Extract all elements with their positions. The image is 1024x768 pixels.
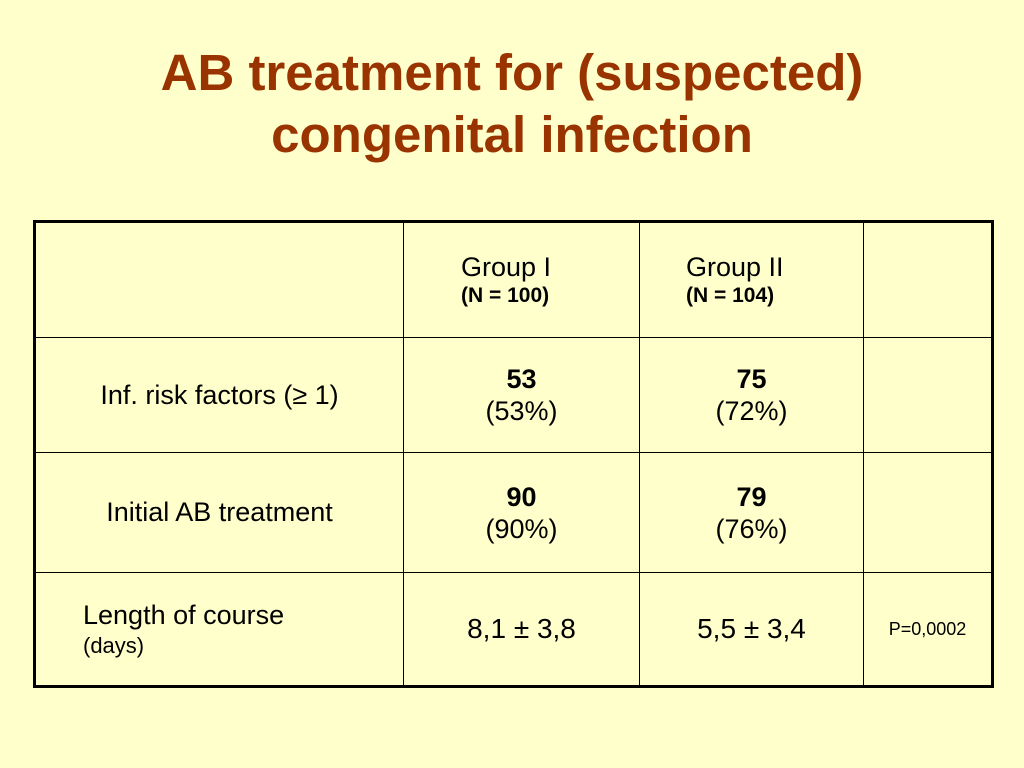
- risk-factors-group-1: 53 (53%): [403, 337, 640, 453]
- header-p-cell: [863, 221, 993, 338]
- header-corner-cell: [34, 221, 404, 338]
- value-percent: (53%): [485, 396, 558, 426]
- slide-title: AB treatment for (suspected) congenital …: [0, 42, 1024, 166]
- table-row: Length of course (days) 8,1 ± 3,8 5,5 ± …: [34, 572, 993, 687]
- group-2-n: (N = 104): [686, 284, 775, 307]
- course-length-label: Length of course: [83, 600, 285, 630]
- group-1-n: (N = 100): [461, 284, 550, 307]
- risk-factors-p-value: [863, 337, 993, 453]
- value-count: 79: [736, 481, 767, 512]
- value-count: 90: [506, 481, 537, 512]
- course-length-group-1: 8,1 ± 3,8: [403, 572, 640, 687]
- value-count: 53: [506, 364, 537, 394]
- header-group-2: Group II (N = 104): [639, 221, 864, 338]
- initial-treatment-p-value: [863, 452, 993, 573]
- course-length-group-2: 5,5 ± 3,4: [639, 572, 864, 687]
- slide-title-line-1: AB treatment for (suspected): [160, 44, 864, 101]
- group-2-name: Group II: [686, 252, 784, 282]
- initial-treatment-group-2: 79 (76%): [639, 452, 864, 573]
- results-table: Group I (N = 100) Group II (N = 104) Inf…: [33, 220, 994, 688]
- table-header-row: Group I (N = 100) Group II (N = 104): [34, 221, 993, 338]
- risk-factors-group-2: 75 (72%): [639, 337, 864, 453]
- value-count: 75: [736, 364, 767, 394]
- group-1-name: Group I: [461, 252, 552, 282]
- table-row: Initial AB treatment 90 (90%) 79 (76%): [34, 452, 993, 573]
- course-length-unit: (days): [83, 633, 145, 658]
- value-percent: (90%): [485, 513, 558, 544]
- row-label-course-length: Length of course (days): [34, 572, 404, 687]
- course-length-p-value: P=0,0002: [863, 572, 993, 687]
- value-percent: (76%): [715, 513, 788, 544]
- row-label-initial-treatment: Initial AB treatment: [34, 452, 404, 573]
- value-percent: (72%): [715, 396, 788, 426]
- row-label-risk-factors: Inf. risk factors (≥ 1): [34, 337, 404, 453]
- header-group-1: Group I (N = 100): [403, 221, 640, 338]
- slide-title-line-2: congenital infection: [271, 106, 753, 163]
- initial-treatment-group-1: 90 (90%): [403, 452, 640, 573]
- table-row: Inf. risk factors (≥ 1) 53 (53%) 75 (72%…: [34, 337, 993, 453]
